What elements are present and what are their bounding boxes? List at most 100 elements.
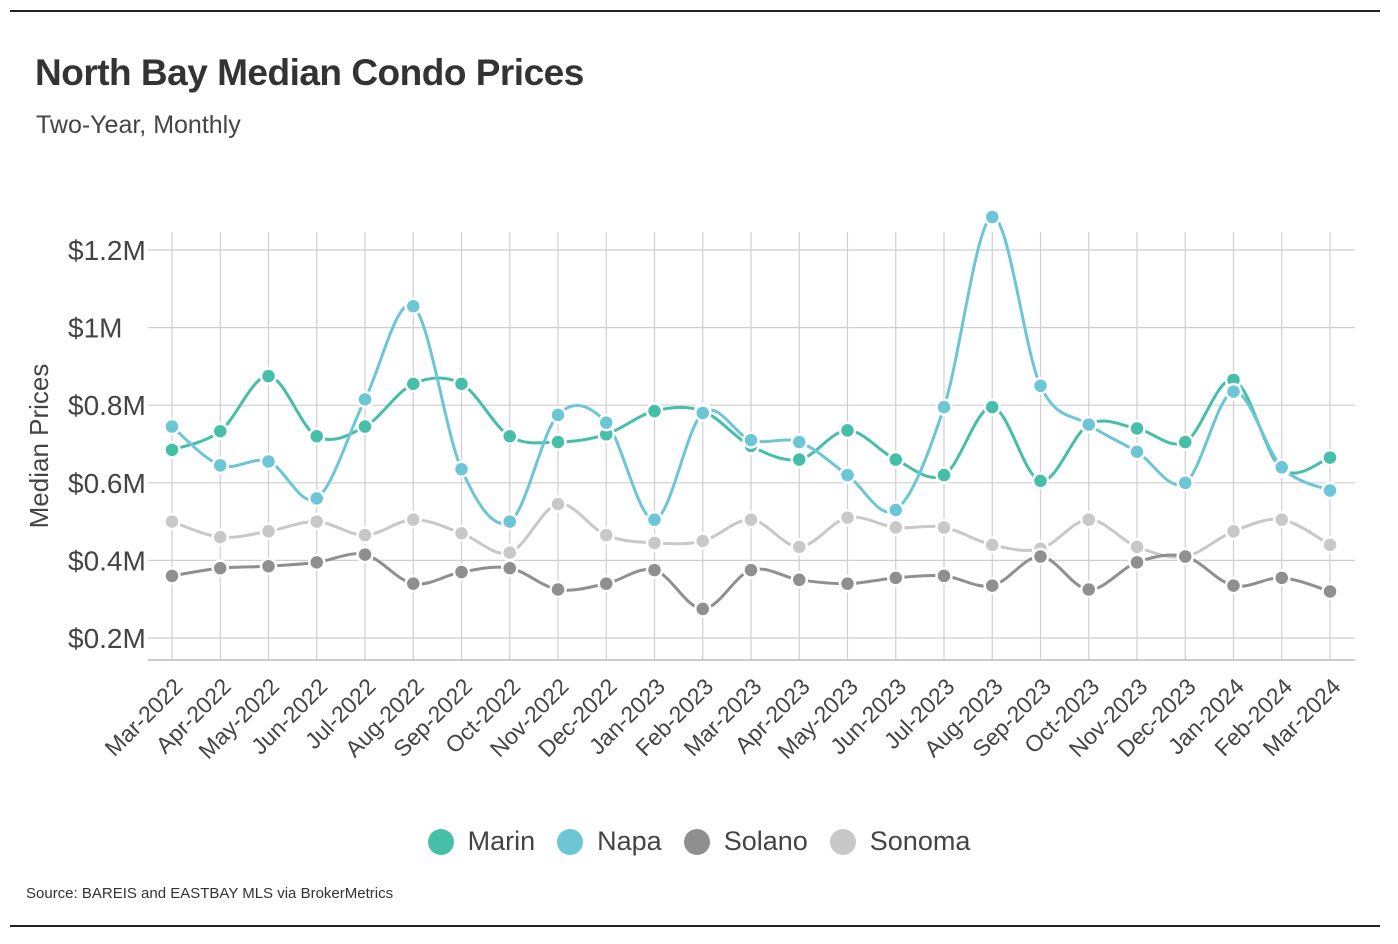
legend-label-napa: Napa [597, 826, 662, 856]
point-solano [501, 559, 519, 577]
point-napa [742, 431, 760, 449]
point-marin [1176, 433, 1194, 451]
point-marin [983, 398, 1001, 416]
point-napa [645, 510, 664, 529]
point-solano [1080, 580, 1098, 599]
point-solano [404, 574, 422, 593]
y-tick-label: $0.8M [68, 390, 146, 421]
point-marin [308, 427, 326, 445]
point-sonoma [1080, 510, 1098, 529]
point-marin [838, 421, 857, 440]
legend-item-sonoma[interactable]: Sonoma [829, 826, 971, 857]
y-tick-label: $1M [68, 313, 122, 344]
point-marin [1128, 419, 1146, 438]
point-solano [452, 563, 471, 581]
point-solano [742, 561, 760, 579]
point-solano [694, 600, 712, 618]
point-marin [549, 433, 567, 451]
y-axis-title: Median Prices [24, 364, 54, 529]
series-points [163, 208, 1339, 618]
point-napa [211, 456, 229, 475]
point-sonoma [259, 522, 278, 541]
point-sonoma [1128, 538, 1146, 556]
point-sonoma [452, 524, 471, 542]
point-napa [501, 512, 519, 531]
point-marin [645, 402, 664, 420]
point-napa [308, 489, 326, 508]
axes: $0.2M $0.4M $0.6M $0.8M $1M $1.2M Median Price… [24, 235, 1355, 764]
point-sonoma [501, 543, 519, 562]
point-sonoma [308, 512, 326, 531]
legend-item-marin[interactable]: Marin [427, 826, 535, 857]
point-sonoma [790, 538, 808, 556]
point-napa [1273, 458, 1291, 477]
legend-item-napa[interactable]: Napa [557, 826, 662, 857]
point-napa [597, 413, 615, 432]
point-napa [1224, 382, 1243, 401]
point-sonoma [211, 528, 229, 546]
point-sonoma [742, 510, 760, 529]
legend-label-sonoma: Sonoma [869, 826, 971, 856]
point-marin [1031, 472, 1050, 490]
point-napa [1321, 481, 1339, 500]
y-tick-label: $0.2M [68, 623, 146, 654]
point-marin [501, 427, 519, 445]
point-napa [694, 404, 712, 422]
point-sonoma [404, 510, 422, 529]
point-sonoma [597, 526, 615, 544]
point-sonoma [1224, 522, 1243, 541]
point-solano [1128, 553, 1146, 572]
point-marin [887, 450, 905, 469]
point-sonoma [645, 534, 664, 552]
grid [148, 232, 1355, 660]
point-sonoma [549, 495, 567, 513]
point-napa [549, 406, 567, 424]
point-solano [983, 576, 1001, 595]
point-marin [452, 375, 471, 393]
point-marin [935, 466, 953, 484]
point-solano [887, 569, 905, 587]
point-solano [211, 559, 229, 577]
point-sonoma [1321, 536, 1339, 554]
point-marin [163, 441, 181, 459]
legend-item-solano[interactable]: Solano [683, 826, 808, 857]
point-solano [1176, 547, 1194, 566]
legend-swatch-napa [557, 828, 584, 855]
point-napa [452, 460, 471, 478]
y-tick-label: $1.2M [68, 235, 146, 266]
legend: Marin Napa Solano Sonoma [0, 826, 1398, 857]
point-solano [259, 557, 278, 575]
point-napa [356, 390, 374, 409]
point-napa [1176, 474, 1194, 492]
point-napa [163, 417, 181, 436]
chart-subtitle: Two-Year, Monthly [36, 111, 241, 139]
point-solano [790, 571, 808, 589]
point-solano [549, 580, 567, 599]
point-napa [935, 398, 953, 416]
point-sonoma [887, 518, 905, 537]
point-sonoma [983, 536, 1001, 554]
point-sonoma [694, 532, 712, 550]
point-napa [1128, 443, 1146, 461]
y-tick-label: $0.4M [68, 545, 146, 576]
source-note: Source: BAREIS and EASTBAY MLS via Broke… [26, 885, 394, 902]
point-solano [1031, 547, 1050, 566]
point-solano [597, 574, 615, 593]
point-solano [1224, 576, 1243, 595]
point-napa [838, 466, 857, 484]
point-solano [1273, 569, 1291, 587]
point-sonoma [1273, 510, 1291, 529]
point-sonoma [163, 512, 181, 531]
point-solano [356, 545, 374, 564]
point-solano [838, 574, 857, 593]
legend-swatch-marin [427, 828, 454, 855]
point-napa [1080, 415, 1098, 434]
bottom-rule [10, 925, 1380, 927]
legend-label-solano: Solano [723, 826, 808, 856]
point-napa [887, 501, 905, 519]
top-rule [10, 10, 1380, 12]
point-marin [356, 417, 374, 436]
chart-title: North Bay Median Condo Prices [35, 52, 584, 93]
point-sonoma [838, 508, 857, 527]
